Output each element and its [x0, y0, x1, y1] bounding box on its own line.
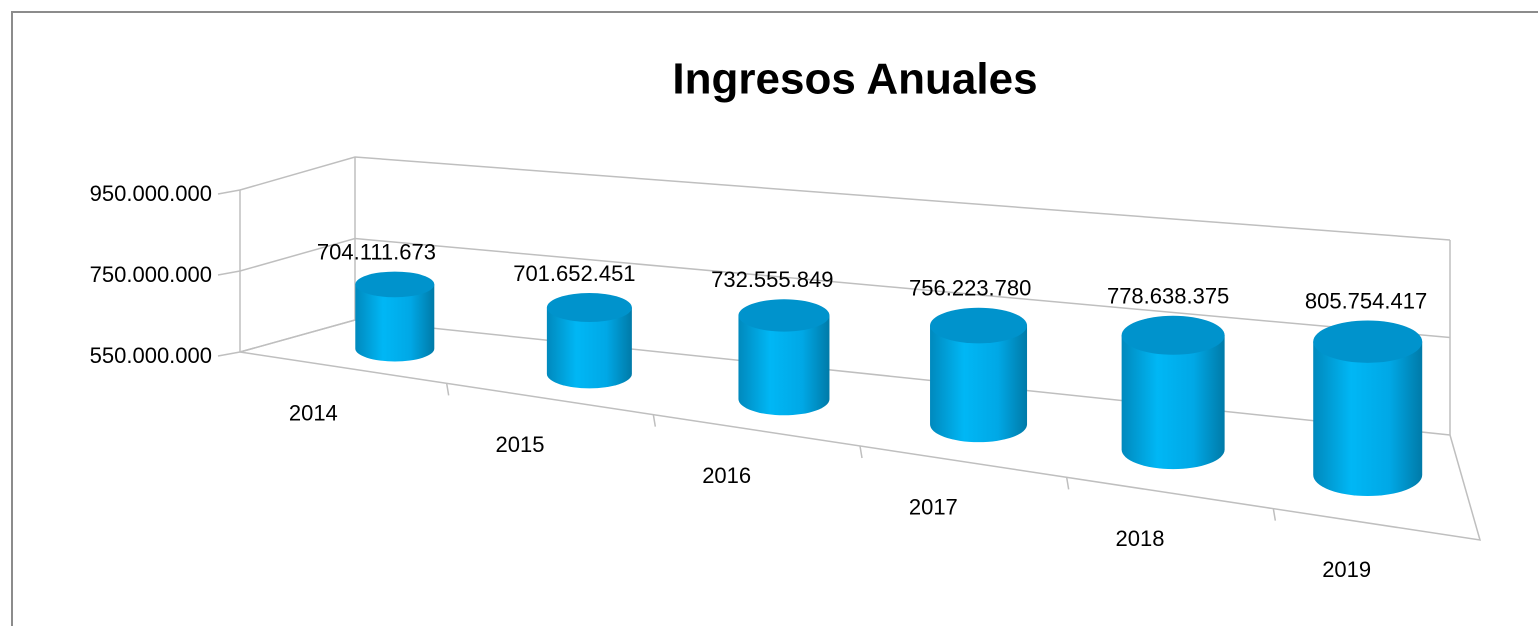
value-label: 756.223.780: [909, 276, 1031, 301]
x-tick-label: 2018: [1116, 526, 1165, 551]
value-label: 732.555.849: [711, 267, 833, 292]
x-tick-label: 2017: [909, 494, 958, 519]
bar: [355, 271, 435, 362]
x-tick-label: 2014: [289, 400, 338, 425]
bar: [738, 299, 830, 416]
category-tick: [445, 383, 450, 396]
y-tick: [217, 189, 241, 195]
grid-line: [239, 237, 1451, 339]
cylinder-body: [738, 315, 830, 416]
y-tick-label: 750.000.000: [90, 262, 212, 287]
cylinder-body: [1121, 335, 1225, 470]
cylinder-body: [1313, 341, 1423, 497]
value-label: 805.754.417: [1305, 288, 1427, 313]
cylinder-top: [1313, 320, 1423, 363]
category-tick: [859, 445, 863, 459]
category-tick: [1065, 477, 1070, 490]
value-label: 701.652.451: [513, 261, 635, 286]
cylinder-top: [355, 271, 435, 298]
bar: [1121, 315, 1225, 470]
bar: [546, 293, 632, 389]
cylinder-top: [546, 293, 632, 323]
bar: [930, 307, 1028, 443]
value-label: 704.111.673: [317, 239, 436, 264]
grid-line: [239, 156, 1451, 241]
y-tick-label: 950.000.000: [90, 181, 212, 206]
x-tick-label: 2019: [1322, 557, 1371, 582]
bar: [1313, 320, 1423, 497]
x-tick-label: 2016: [702, 463, 751, 488]
chart-title: Ingresos Anuales: [672, 55, 1037, 104]
cylinder-body: [355, 284, 435, 362]
cylinder-top: [1121, 315, 1225, 355]
y-tick: [217, 351, 241, 357]
cylinder-top: [738, 299, 830, 332]
cylinder-body: [546, 307, 632, 389]
x-tick-label: 2015: [496, 432, 545, 457]
cylinder-body: [930, 325, 1028, 443]
cylinder-top: [930, 307, 1028, 344]
y-tick-label: 550.000.000: [90, 343, 212, 368]
grid-line: [239, 319, 1451, 436]
category-tick: [1272, 508, 1277, 521]
y-tick: [217, 270, 241, 276]
chart-frame: [11, 11, 1538, 626]
category-tick: [652, 414, 657, 427]
value-label: 778.638.375: [1107, 284, 1229, 309]
